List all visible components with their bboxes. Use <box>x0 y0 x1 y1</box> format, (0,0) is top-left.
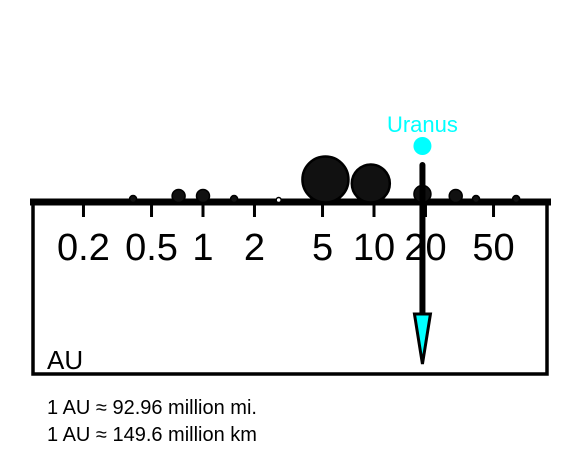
highlight-marker <box>413 137 432 155</box>
body-earth <box>195 188 211 204</box>
body-mars <box>229 194 239 204</box>
tick-label: 0.2 <box>57 227 110 269</box>
tick-label: 5 <box>312 227 333 269</box>
conversion-miles: 1 AU ≈ 92.96 million mi. <box>47 397 257 419</box>
tick-label: 20 <box>404 227 446 269</box>
conversion-km: 1 AU ≈ 149.6 million km <box>47 424 257 446</box>
highlight-label: Uranus <box>387 112 458 137</box>
highlight-pointer <box>412 162 433 365</box>
body-neptune <box>448 188 463 204</box>
tick-label: 10 <box>353 227 395 269</box>
tick-label: 1 <box>192 227 213 269</box>
body-eris <box>511 194 521 204</box>
pointer-arrowhead <box>412 312 433 365</box>
unit-label: AU <box>47 345 83 375</box>
body-ceres <box>275 196 282 204</box>
tick-label: 2 <box>244 227 265 269</box>
tick-group: 0.2 0.5 1 2 5 10 20 50 <box>57 202 515 269</box>
body-jupiter <box>301 155 350 204</box>
tick-label: 50 <box>472 227 514 269</box>
body-saturn <box>350 163 392 204</box>
scale-frame <box>31 200 549 376</box>
body-pluto <box>471 194 481 204</box>
body-group <box>128 155 521 204</box>
body-mercury <box>128 194 138 204</box>
body-venus <box>171 188 186 204</box>
tick-label: 0.5 <box>125 227 178 269</box>
